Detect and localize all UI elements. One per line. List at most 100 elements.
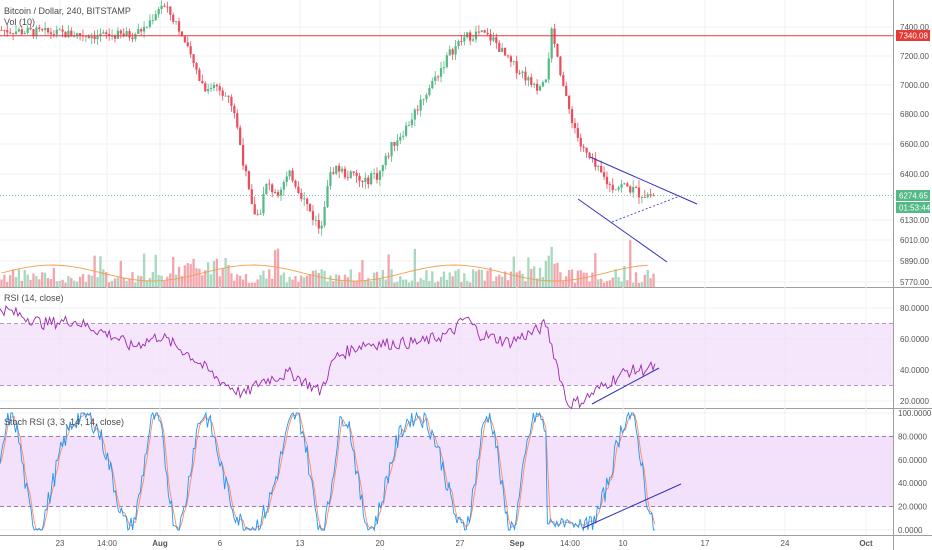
candle-body <box>154 14 157 21</box>
volume-bar <box>445 279 449 287</box>
candle-body <box>553 28 556 44</box>
candle-body <box>9 32 12 34</box>
volume-bar <box>227 264 230 287</box>
candle-body <box>346 177 349 179</box>
volume-bar <box>570 269 574 287</box>
volume-bar <box>626 280 629 287</box>
candle-body <box>172 14 175 22</box>
stoch-tick-label: 20.0000 <box>898 503 927 512</box>
volume-bar <box>230 273 233 287</box>
candle-body <box>608 184 611 185</box>
volume-bar <box>119 260 122 287</box>
volume-bar <box>78 276 82 287</box>
candle-body <box>3 29 6 31</box>
candle-body <box>227 95 230 97</box>
candle-body <box>521 71 524 74</box>
candle-body <box>620 184 623 188</box>
candle-body <box>14 31 18 34</box>
volume-bar <box>419 278 422 287</box>
volume-bar <box>177 266 181 287</box>
candle-body <box>535 83 539 91</box>
candle-body <box>49 32 53 35</box>
candle-body <box>253 204 256 215</box>
volume-bar <box>81 274 85 287</box>
volume-bar <box>611 277 614 287</box>
candle-body <box>451 49 454 55</box>
candle-body <box>425 94 428 100</box>
candle-body <box>137 29 140 35</box>
volume-bar <box>340 281 344 287</box>
price-axis[interactable]: 5770.00 5890.00 6010.00 6130.00 6400.00 6600.… <box>898 23 932 535</box>
volume-bar <box>209 274 213 287</box>
volume-bar <box>632 282 635 287</box>
volume-bar <box>41 272 44 287</box>
candle-body <box>38 27 41 29</box>
candle-body <box>311 211 315 221</box>
candle-body <box>466 32 469 38</box>
current-price-label: 6274.65 <box>899 192 928 201</box>
candle-body <box>352 171 355 173</box>
candle-body <box>384 155 387 166</box>
volume-bar <box>355 280 358 287</box>
volume-bar <box>434 282 437 287</box>
volume-bar <box>43 272 47 287</box>
volume-bar <box>244 274 248 287</box>
volume-bar <box>108 282 111 287</box>
volume-bar <box>151 271 154 287</box>
candle-body <box>410 119 414 126</box>
time-tick-label: Oct <box>859 539 873 548</box>
volume-bar <box>134 282 137 287</box>
candle-body <box>605 176 609 185</box>
volume-bar <box>195 268 198 287</box>
volume-bar <box>49 279 53 287</box>
volume-bar <box>358 272 361 287</box>
volume-label: Vol (10) <box>4 17 35 27</box>
candle-body <box>387 155 390 157</box>
candle-body <box>632 187 635 193</box>
candle-body <box>594 158 597 167</box>
time-axis[interactable]: 23 14:00 Aug 6 13 20 27 Sep 14:00 10 17 24 Oct <box>56 539 873 548</box>
hline-price-label: 7340.08 <box>899 32 928 41</box>
volume-bar <box>113 278 117 287</box>
price-tick-label: 5770.00 <box>900 278 929 287</box>
volume-bar <box>396 281 399 287</box>
candle-body <box>169 6 172 15</box>
volume-bar <box>317 272 320 287</box>
time-tick-label: 23 <box>56 539 65 548</box>
volume-bar <box>480 269 483 287</box>
volume-bar <box>489 267 492 287</box>
trendline-drawings[interactable] <box>0 35 893 529</box>
candle-body <box>570 109 574 124</box>
candle-body <box>11 33 15 34</box>
volume-bar <box>530 268 533 287</box>
candle-body <box>463 37 466 42</box>
volume-bar <box>314 270 318 287</box>
candle-body <box>58 29 61 31</box>
stoch-band <box>0 435 893 508</box>
candle-body <box>454 45 457 55</box>
volume-bar <box>90 275 93 287</box>
candle-body <box>597 166 600 167</box>
candle-body <box>303 198 306 200</box>
candle-body <box>67 30 70 38</box>
candle-body <box>515 61 518 74</box>
rsi-title: RSI (14, close) <box>4 293 64 303</box>
volume-bar <box>247 282 251 287</box>
candle-body <box>23 32 26 34</box>
volume-bar <box>378 278 382 287</box>
volume-bar <box>451 276 454 287</box>
candle-body <box>338 165 341 172</box>
volume-bar <box>87 274 90 287</box>
candle-body <box>241 144 245 166</box>
stoch-tick-label: 60.0000 <box>898 456 927 465</box>
candle-body <box>404 125 408 136</box>
volume-bar <box>265 278 268 287</box>
volume-bar <box>128 278 131 287</box>
volume-bar <box>620 281 623 287</box>
rsi-tick-label: 20.0000 <box>900 397 929 406</box>
candle-body <box>230 96 233 106</box>
volume-bar <box>154 254 157 287</box>
triangle-lower-line <box>577 198 668 263</box>
triangle-inner-line <box>611 195 681 223</box>
